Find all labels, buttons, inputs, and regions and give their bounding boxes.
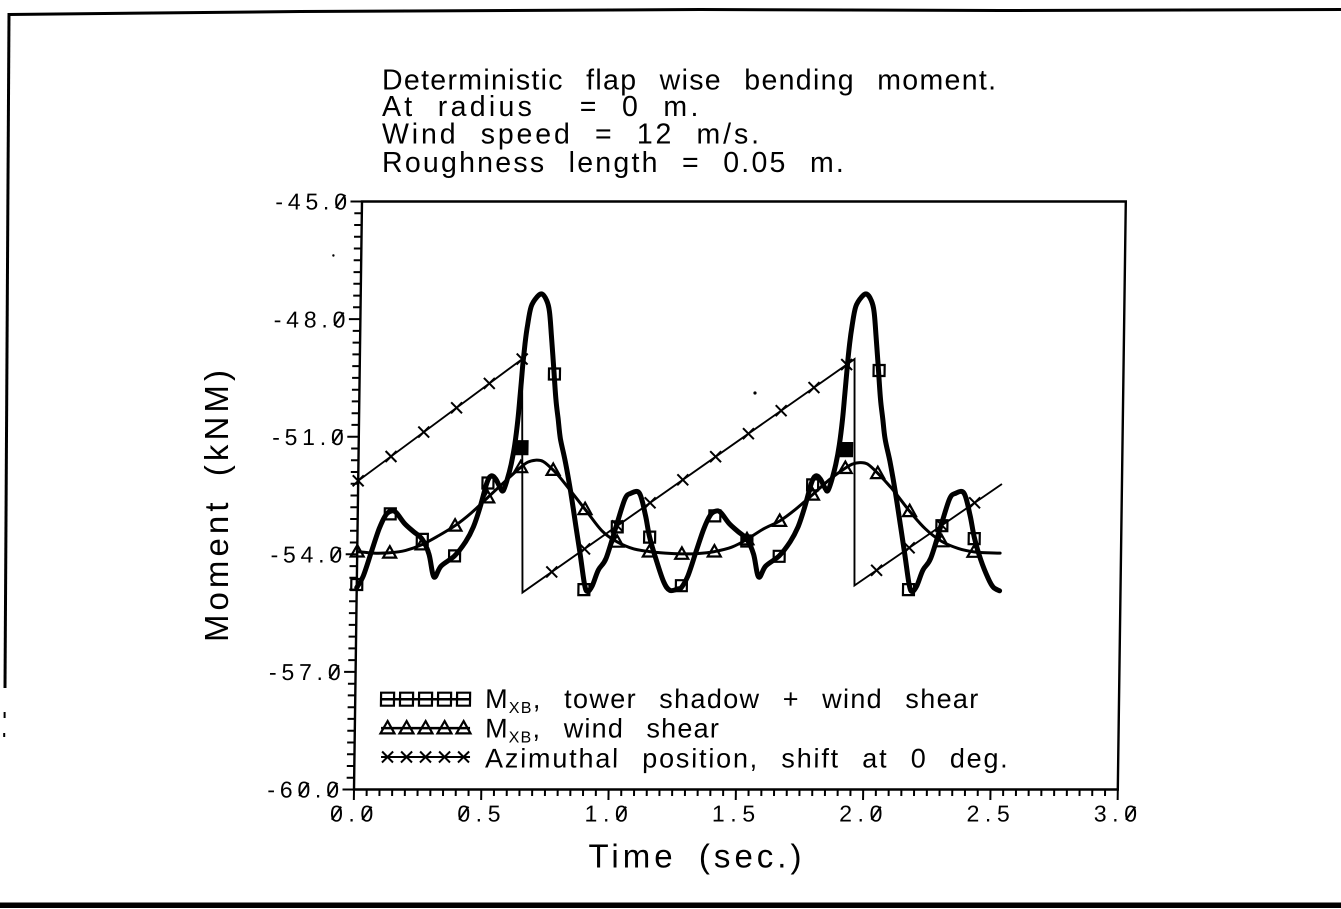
svg-text:Time (sec.): Time (sec.) xyxy=(588,838,805,875)
svg-text:-60.0: -60.0 xyxy=(267,777,344,803)
svg-text:At radius = 0 m.: At radius = 0 m. xyxy=(382,91,702,123)
svg-text:Deterministic flap wise bendin: Deterministic flap wise bending moment. xyxy=(382,65,997,97)
svg-text:-51.0: -51.0 xyxy=(272,424,349,450)
svg-text:0.5: 0.5 xyxy=(457,801,506,827)
svg-text:-48.0: -48.0 xyxy=(274,306,351,332)
svg-text:2.0: 2.0 xyxy=(839,801,888,827)
svg-text:-54.0: -54.0 xyxy=(270,542,347,568)
svg-text:-57.0: -57.0 xyxy=(269,659,346,685)
svg-text:Wind speed = 12 m/s.: Wind speed = 12 m/s. xyxy=(382,119,762,151)
svg-text:Azimuthal position, shift at 0: Azimuthal position, shift at 0 deg. xyxy=(485,744,1010,774)
svg-text:2.5: 2.5 xyxy=(966,801,1015,827)
svg-text:3.0: 3.0 xyxy=(1094,801,1143,827)
svg-text:Roughness length = 0.05 m.: Roughness length = 0.05 m. xyxy=(382,147,846,179)
svg-text:0.0: 0.0 xyxy=(330,801,379,827)
svg-text:MXB, tower shadow + wind shear: MXB, tower shadow + wind shear xyxy=(485,684,980,717)
svg-text:-45.0: -45.0 xyxy=(275,189,352,215)
svg-text:1.5: 1.5 xyxy=(712,801,761,827)
svg-text:Moment (kNM): Moment (kNM) xyxy=(198,366,235,642)
svg-text:1.0: 1.0 xyxy=(584,801,633,827)
svg-text:MXB, wind shear: MXB, wind shear xyxy=(485,713,720,746)
